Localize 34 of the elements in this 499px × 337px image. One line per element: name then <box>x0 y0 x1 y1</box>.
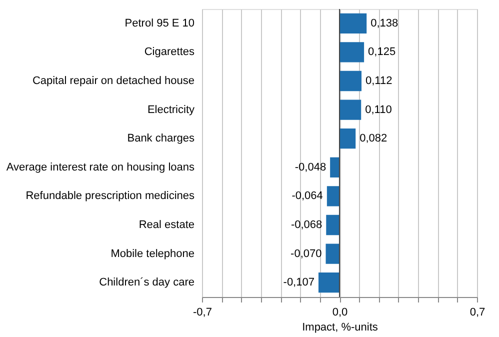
bar <box>340 42 364 62</box>
data-label: -0,048 <box>294 161 326 174</box>
y-tick-label: Cigarettes <box>144 46 195 58</box>
data-label: -0,068 <box>290 219 322 231</box>
x-tick-label: 0,0 <box>332 306 348 318</box>
y-tick-label: Bank charges <box>127 132 195 145</box>
data-label: 0,125 <box>368 46 396 58</box>
data-label: -0,107 <box>283 276 314 289</box>
y-tick-label: Capital repair on detached house <box>32 75 194 87</box>
y-tick-label: Refundable prescription medicines <box>26 190 195 202</box>
bar <box>340 100 362 120</box>
bar <box>318 272 340 293</box>
x-tick-label: 0,7 <box>470 306 486 318</box>
y-tick-label: Real estate <box>138 219 194 231</box>
y-tick-label: Average interest rate on housing loans <box>6 161 195 174</box>
data-label: -0,064 <box>292 190 323 202</box>
bar <box>326 244 340 264</box>
bar <box>340 128 356 149</box>
y-tick-label: Children´s day care <box>99 276 194 289</box>
y-tick-label: Electricity <box>147 104 195 116</box>
bar <box>326 186 340 206</box>
data-label: 0,082 <box>360 132 388 145</box>
y-tick-label: Petrol 95 E 10 <box>124 17 194 30</box>
y-tick-label: Mobile telephone <box>110 248 194 260</box>
x-axis-title: Impact, %-units <box>302 322 378 334</box>
bar <box>326 214 340 236</box>
data-label: 0,112 <box>366 75 392 87</box>
bar <box>340 13 367 34</box>
bar <box>330 157 340 178</box>
data-label: 0,110 <box>365 104 392 116</box>
data-label: 0,138 <box>370 17 398 30</box>
x-tick-label: -0,7 <box>193 306 212 318</box>
bar <box>340 70 362 92</box>
data-label: -0,070 <box>290 248 322 260</box>
